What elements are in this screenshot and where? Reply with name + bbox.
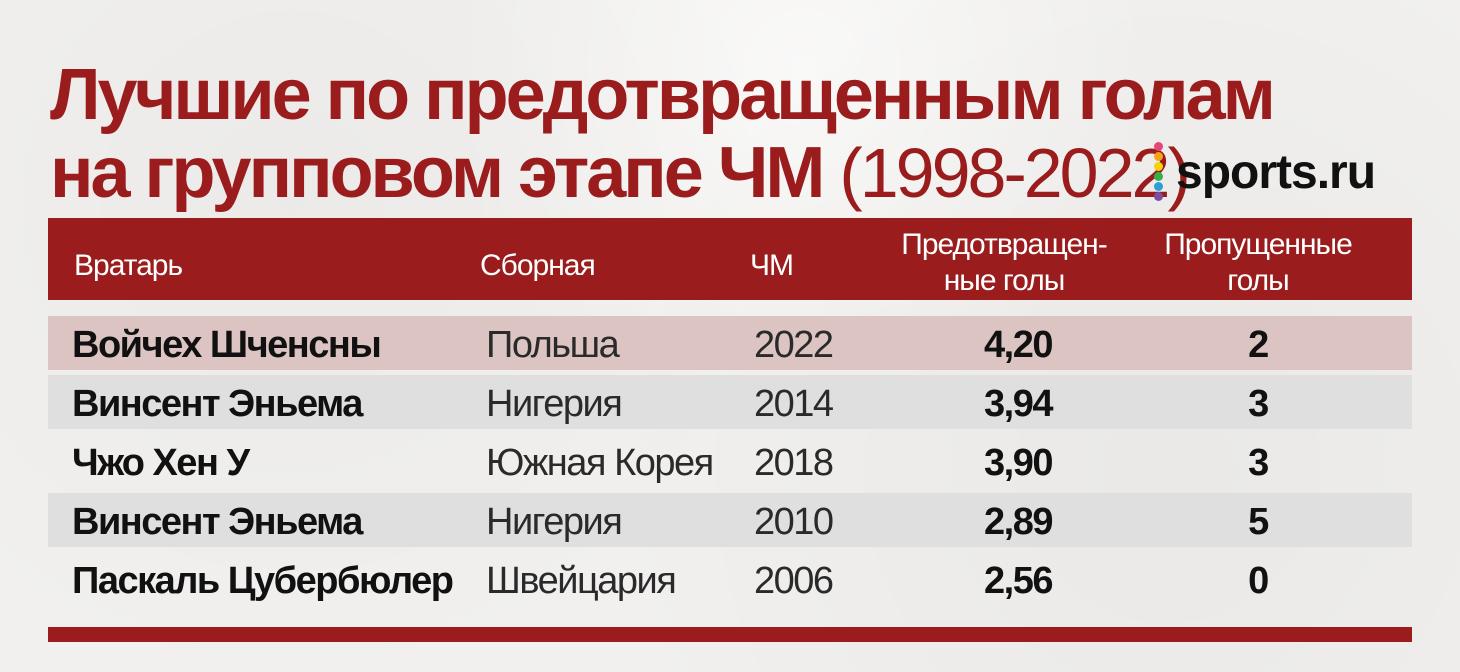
cell-prevented-goals: 4,20 [984,324,1053,366]
cell-prevented-goals: 3,90 [984,442,1053,484]
cell-goalkeeper: Паскаль Цубербюлер [72,560,454,602]
header-conceded-line-1: Пропущенные [1164,228,1353,261]
bottom-divider [48,627,1412,642]
title-line-1: Лучшие по предотвращенным голам [50,55,1276,135]
table-row: Войчех Шченсны Польша 2022 4,20 2 [48,316,1412,370]
header-world-cup: ЧМ [750,249,794,282]
sports-ru-logo: sports.ru [1152,140,1376,204]
cell-prevented-goals: 2,56 [984,560,1053,602]
title-line-2-main: на групповом этапе ЧМ [50,133,825,213]
header-prevented-line-2: ные голы [943,264,1066,297]
logo-dots-icon [1152,142,1164,202]
table-row: Винсент Эньема Нигерия 2014 3,94 3 [48,375,1412,429]
logo-dot [1154,142,1163,151]
cell-goalkeeper: Винсент Эньема [72,501,363,543]
cell-prevented-goals: 3,94 [984,383,1053,425]
cell-goalkeeper: Винсент Эньема [72,383,363,425]
cell-world-cup: 2018 [754,442,834,484]
logo-dot [1154,182,1163,191]
cell-team: Южная Корея [486,442,714,484]
table-row: Чжо Хен У Южная Корея 2018 3,90 3 [48,434,1412,488]
cell-team: Нигерия [486,501,623,543]
table-row: Паскаль Цубербюлер Швейцария 2006 2,56 0 [48,552,1412,606]
title-line-2: на групповом этапе ЧМ (1998-2022) [50,134,1273,212]
cell-prevented-goals: 2,89 [984,501,1053,543]
goalkeepers-table: Вратарь Сборная ЧМ Предотвращен- ные гол… [48,218,1412,611]
cell-conceded-goals: 3 [1248,442,1269,484]
cell-goalkeeper: Войчех Шченсны [72,324,382,366]
cell-conceded-goals: 2 [1248,324,1269,366]
title-years: (1998-2022) [839,134,1190,212]
cell-conceded-goals: 3 [1248,383,1269,425]
logo-dot [1154,172,1163,181]
page-title: Лучшие по предотвращенным голам на групп… [50,55,1276,212]
header-conceded-line-2: голы [1227,264,1289,297]
cell-team: Польша [486,324,620,366]
table-header: Вратарь Сборная ЧМ Предотвращен- ные гол… [48,218,1412,300]
header-prevented-line-1: Предотвращен- [901,228,1107,261]
cell-world-cup: 2010 [754,501,834,543]
logo-dot [1154,192,1163,201]
table-row: Винсент Эньема Нигерия 2010 2,89 5 [48,493,1412,547]
header-prevented-goals: Предотвращен- ные голы [878,227,1130,299]
header-team: Сборная [480,249,596,282]
cell-conceded-goals: 5 [1248,501,1269,543]
logo-text: sports.ru [1176,145,1376,199]
cell-world-cup: 2014 [754,383,834,425]
header-conceded-goals: Пропущенные голы [1142,227,1374,299]
table-body: Войчех Шченсны Польша 2022 4,20 2 Винсен… [48,316,1412,606]
logo-dot [1154,162,1163,171]
logo-dot [1154,152,1163,161]
cell-world-cup: 2022 [754,324,834,366]
cell-team: Швейцария [486,560,677,602]
cell-goalkeeper: Чжо Хен У [72,442,250,484]
cell-world-cup: 2006 [754,560,834,602]
header-goalkeeper: Вратарь [74,249,183,282]
cell-team: Нигерия [486,383,623,425]
cell-conceded-goals: 0 [1248,560,1269,602]
